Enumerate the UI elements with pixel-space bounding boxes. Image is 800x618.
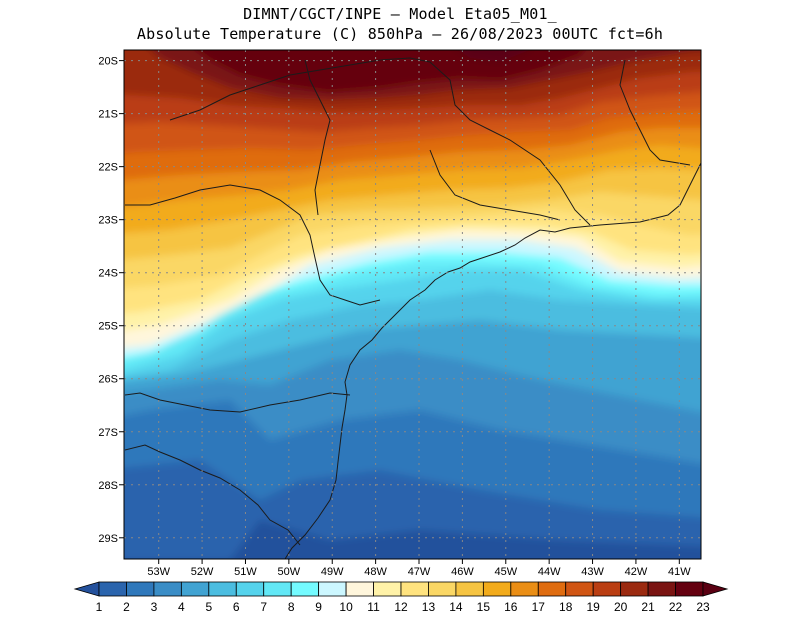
colorbar-segment [318, 581, 347, 597]
colorbar-segment [345, 581, 374, 597]
lon-tick-label: 49W [321, 566, 344, 578]
colorbar-label: 12 [394, 600, 408, 614]
lat-tick-label: 26S [98, 374, 118, 386]
colorbar-label: 13 [422, 600, 436, 614]
state-border-sp [125, 184, 381, 306]
state-border-rj [429, 149, 561, 221]
colorbar-segment [565, 581, 594, 597]
lon-tick-label: 46W [451, 566, 474, 578]
latitude-ticks: 20S 21S 22S 23S 24S 25S 26S 27S 28S 29S [98, 56, 124, 545]
map-subtitle: Absolute Temperature (C) 850hPa – 26/08/… [136, 25, 664, 43]
colorbar-label: 19 [587, 600, 601, 614]
colorbar-segment [263, 581, 292, 597]
lon-tick-label: 52W [191, 566, 214, 578]
colorbar-segment [592, 581, 622, 597]
colorbar-segment [675, 581, 704, 597]
lat-tick-label: 25S [98, 321, 118, 333]
lat-tick-label: 22S [98, 162, 118, 174]
colorbar-min-arrow [73, 581, 100, 597]
gridlines [124, 50, 701, 559]
colorbar-segment [537, 581, 567, 597]
colorbar-label: 22 [669, 600, 683, 614]
colorbar-label: 8 [288, 600, 295, 614]
lat-tick-label: 20S [98, 56, 118, 68]
longitude-ticks: 53W 52W 51W 50W 49W 48W 47W 46W 45W 44W 43W 42W 41W [147, 559, 691, 578]
lat-tick-label: 27S [98, 427, 118, 439]
lon-tick-label: 50W [278, 566, 301, 578]
colorbar-label: 5 [205, 600, 212, 614]
lon-tick-label: 41W [668, 566, 691, 578]
field-bands [124, 50, 701, 559]
lon-tick-label: 45W [494, 566, 517, 578]
lat-tick-label: 24S [98, 268, 118, 280]
colorbar-label: 23 [696, 600, 710, 614]
coastline-and-borders [124, 57, 701, 559]
colorbar-label: 4 [178, 600, 185, 614]
colorbar-segment [482, 581, 512, 597]
colorbar-label: 18 [559, 600, 573, 614]
lon-tick-label: 43W [581, 566, 604, 578]
map-title: DIMNT/CGCT/INPE – Model Eta05_M01_ [243, 5, 557, 23]
colorbar-label: 16 [504, 600, 518, 614]
lon-tick-label: 42W [625, 566, 648, 578]
colorbar-segment [455, 581, 484, 597]
colorbar-segment [620, 581, 649, 597]
colorbar-segment [153, 581, 182, 597]
lon-tick-label: 48W [364, 566, 387, 578]
lat-tick-label: 23S [98, 215, 118, 227]
state-border-es [619, 59, 691, 166]
colorbar-segment [290, 581, 320, 597]
colorbar-label: 2 [123, 600, 130, 614]
colorbar-label: 9 [315, 600, 322, 614]
colorbar-label: 14 [449, 600, 463, 614]
lon-tick-label: 44W [538, 566, 561, 578]
river-parana [304, 59, 331, 216]
state-border-mg [169, 57, 591, 226]
colorbar-segment [510, 581, 539, 597]
colorbar-segment [647, 581, 676, 597]
colorbar-label: 11 [367, 600, 380, 614]
colorbar-segment [126, 581, 155, 597]
coastline [284, 162, 701, 559]
colorbar-segment [428, 581, 457, 597]
temperature-field [124, 50, 701, 559]
lon-tick-label: 47W [408, 566, 431, 578]
colorbar-label: 6 [233, 600, 240, 614]
state-border-pr [124, 392, 351, 413]
colorbar-label: 3 [151, 600, 158, 614]
colorbar-segment [235, 581, 265, 597]
state-border-sc [124, 444, 301, 546]
colorbar-label: 17 [532, 600, 546, 614]
colorbar-segment [208, 581, 237, 597]
colorbar-label: 20 [614, 600, 628, 614]
map-frame [123, 49, 702, 560]
lon-tick-label: 53W [147, 566, 170, 578]
lat-tick-label: 29S [98, 533, 118, 545]
colorbar-label: 21 [641, 600, 655, 614]
colorbar-label: 7 [260, 600, 267, 614]
colorbar-label: 10 [339, 600, 353, 614]
colorbar-segment [400, 581, 429, 597]
band-above-23C [457, 50, 530, 62]
colorbar-segment [98, 581, 127, 597]
colorbar-label: 15 [477, 600, 491, 614]
lat-tick-label: 21S [98, 109, 118, 121]
colorbar-segment [180, 581, 210, 597]
lon-tick-label: 51W [234, 566, 257, 578]
colorbar-label: 1 [96, 600, 103, 614]
colorbar-max-arrow [702, 581, 729, 597]
lat-tick-label: 28S [98, 480, 118, 492]
colorbar-segment [373, 581, 402, 597]
colorbar: 1 2 3 4 5 6 7 8 9 10 11 12 13 14 15 16 17 18 19 20 21 22 23 [73, 581, 729, 614]
